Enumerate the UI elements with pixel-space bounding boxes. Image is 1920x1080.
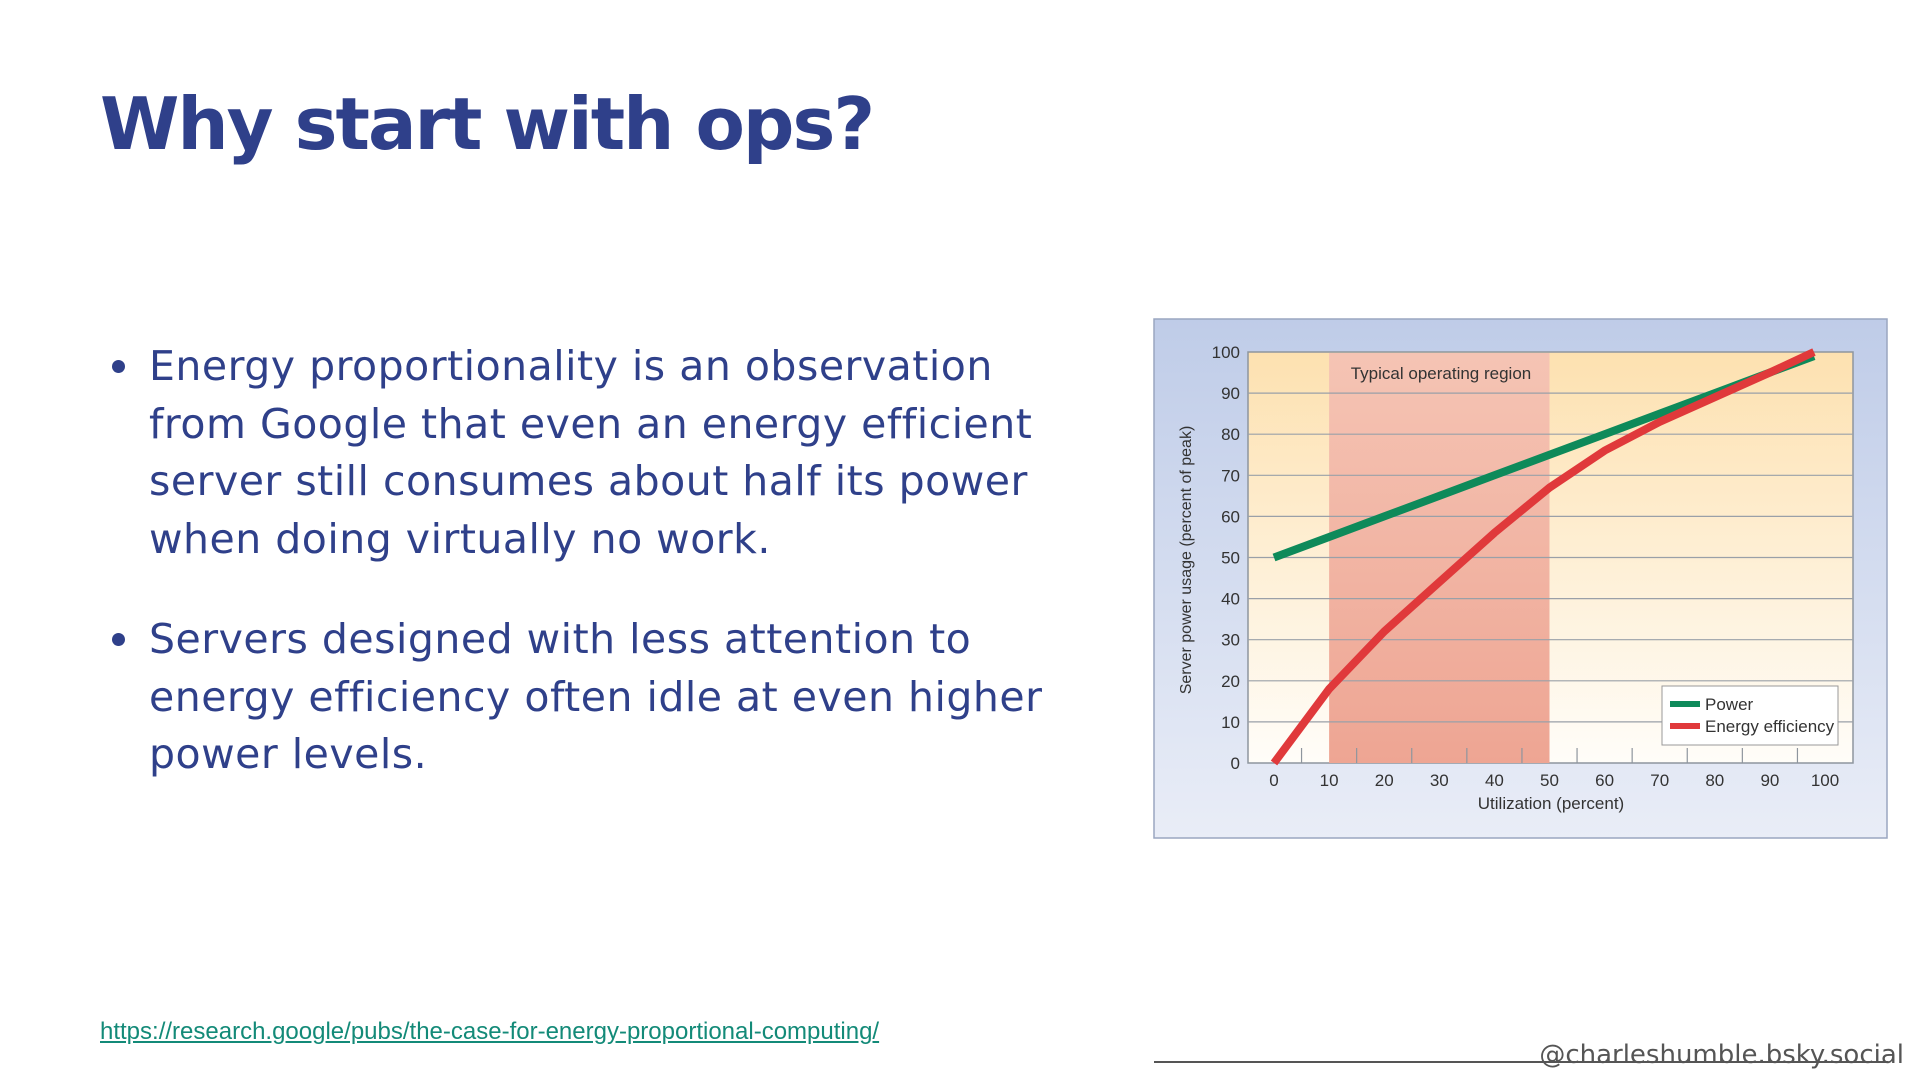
y-tick-label: 10 [1221,713,1240,732]
bullet-dot-icon [112,360,125,373]
x-tick-label: 20 [1375,771,1394,790]
y-tick-label: 40 [1221,590,1240,609]
bullet-text: Energy proportionality is an observation… [149,342,1033,563]
y-tick-label: 20 [1221,672,1240,691]
x-tick-label: 80 [1705,771,1724,790]
y-tick-label: 100 [1212,343,1240,362]
y-tick-label: 70 [1221,466,1240,485]
x-tick-label: 0 [1269,771,1278,790]
x-tick-label: 90 [1760,771,1779,790]
legend-label-power: Power [1705,695,1754,714]
author-handle: @charleshumble.bsky.social [1539,1040,1904,1070]
bullet-item: Servers designed with less attention to … [112,611,1102,784]
source-link[interactable]: https://research.google/pubs/the-case-fo… [100,1018,880,1045]
y-tick-label: 0 [1231,754,1240,773]
y-tick-label: 60 [1221,507,1240,526]
bullet-dot-icon [112,633,125,646]
y-tick-label: 50 [1221,549,1240,568]
energy-efficiency-line [1270,348,1816,766]
y-axis-title: Server power usage (percent of peak) [1178,426,1195,695]
x-tick-label: 10 [1320,771,1339,790]
region-label: Typical operating region [1351,364,1532,383]
y-tick-label: 30 [1221,631,1240,650]
legend: Power Energy efficiency [1661,685,1839,746]
legend-swatch-efficiency [1670,723,1700,729]
x-axis-title: Utilization (percent) [1478,794,1624,813]
x-tick-label: 30 [1430,771,1449,790]
x-tick-label: 40 [1485,771,1504,790]
y-tick-label: 90 [1221,384,1240,403]
x-tick-label: 70 [1650,771,1669,790]
slide-title: Why start with ops? [100,82,875,166]
bullet-item: Energy proportionality is an observation… [112,338,1102,568]
x-tick-label: 50 [1540,771,1559,790]
bullet-list: Energy proportionality is an observation… [112,338,1102,827]
y-tick-label: 80 [1221,425,1240,444]
bullet-text: Servers designed with less attention to … [149,615,1043,778]
x-tick-label: 60 [1595,771,1614,790]
legend-swatch-power [1670,701,1700,707]
legend-label-efficiency: Energy efficiency [1705,717,1835,736]
x-tick-label: 100 [1811,771,1839,790]
